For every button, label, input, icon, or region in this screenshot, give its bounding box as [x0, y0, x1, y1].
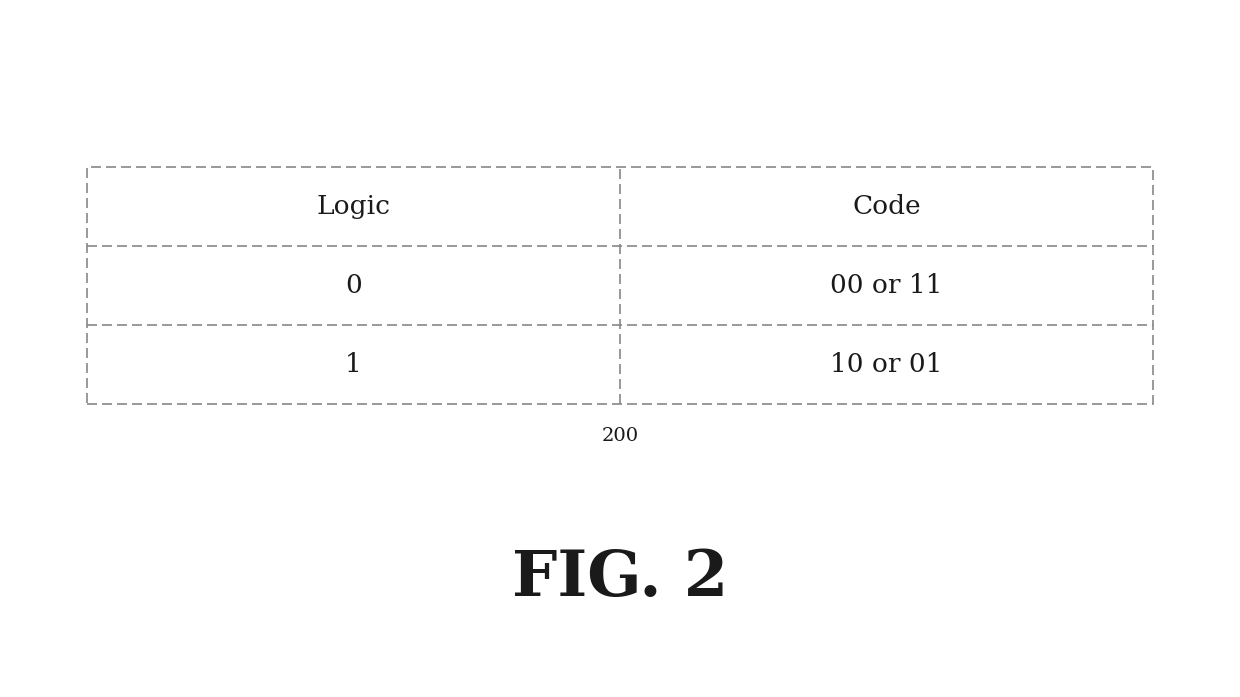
Text: 1: 1 [345, 352, 362, 377]
Text: FIG. 2: FIG. 2 [512, 548, 728, 609]
Text: 200: 200 [601, 427, 639, 445]
Text: Logic: Logic [316, 194, 391, 220]
Text: Code: Code [852, 194, 921, 220]
Text: 10 or 01: 10 or 01 [831, 352, 942, 377]
Text: 00 or 11: 00 or 11 [831, 273, 942, 298]
Text: 0: 0 [345, 273, 362, 298]
